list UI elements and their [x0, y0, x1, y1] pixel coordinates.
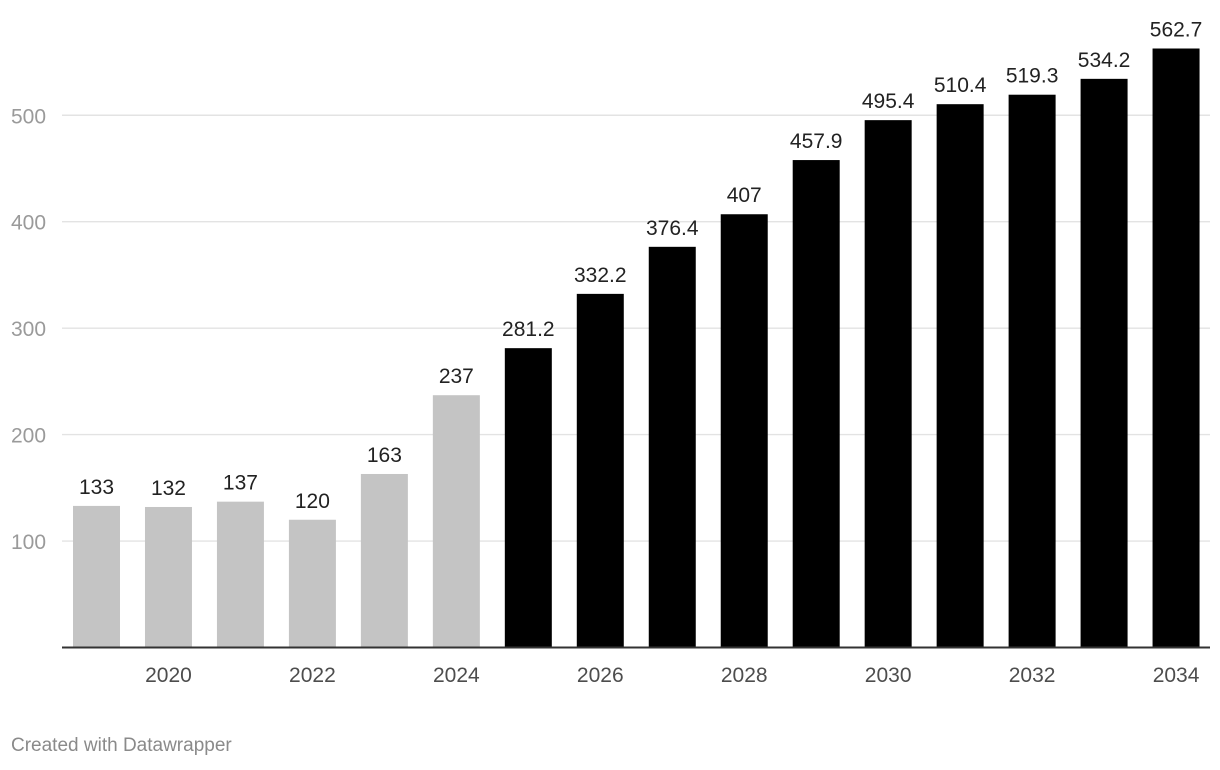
value-label-2034: 562.7 [1150, 19, 1203, 42]
bar-2022 [288, 519, 336, 648]
y-tick-label-500: 500 [11, 105, 46, 128]
bar-2026 [576, 293, 624, 648]
y-tick-label-200: 200 [11, 425, 46, 448]
value-label-2022: 120 [295, 490, 330, 513]
value-label-2032: 519.3 [1006, 65, 1059, 88]
y-tick-label-100: 100 [11, 531, 46, 554]
x-tick-label-2022: 2022 [289, 664, 336, 687]
value-label-2024: 237 [439, 365, 474, 388]
value-label-2023: 163 [367, 444, 402, 467]
x-tick-label-2028: 2028 [721, 664, 768, 687]
x-tick-label-2032: 2032 [1009, 664, 1056, 687]
value-label-2025: 281.2 [502, 318, 555, 341]
value-label-2031: 510.4 [934, 74, 987, 97]
bar-2032 [1008, 94, 1056, 648]
x-tick-label-2024: 2024 [433, 664, 480, 687]
x-tick-label-2034: 2034 [1153, 664, 1200, 687]
x-tick-label-2020: 2020 [145, 664, 192, 687]
value-label-2019: 133 [79, 476, 114, 499]
bar-2024 [432, 395, 480, 648]
bar-2033 [1080, 78, 1128, 648]
value-label-2020: 132 [151, 477, 186, 500]
bar-2031 [936, 104, 984, 648]
bar-2025 [504, 348, 552, 648]
bar-chart: 100 200 300 400 500 133 132 137 120 163 237 281.2 33… [11, 19, 1210, 687]
value-label-2027: 376.4 [646, 217, 699, 240]
x-tick-label-2026: 2026 [577, 664, 624, 687]
value-label-2028: 407 [727, 184, 762, 207]
y-tick-label-300: 300 [11, 318, 46, 341]
value-label-2026: 332.2 [574, 264, 627, 287]
bar-2023 [360, 473, 408, 648]
value-label-2030: 495.4 [862, 90, 915, 113]
bar-2021 [216, 501, 264, 648]
x-tick-label-2030: 2030 [865, 664, 912, 687]
bar-2020 [144, 506, 192, 648]
y-tick-label-400: 400 [11, 212, 46, 235]
credit-text: Created with Datawrapper [11, 735, 232, 756]
bar-2029 [792, 160, 840, 648]
bar-2027 [648, 246, 696, 648]
value-label-2029: 457.9 [790, 130, 843, 153]
bar-2028 [720, 214, 768, 648]
bar-2030 [864, 120, 912, 648]
bar-2019 [73, 505, 120, 648]
value-label-2033: 534.2 [1078, 49, 1131, 72]
value-label-2021: 137 [223, 472, 258, 495]
bar-2034 [1152, 48, 1200, 648]
